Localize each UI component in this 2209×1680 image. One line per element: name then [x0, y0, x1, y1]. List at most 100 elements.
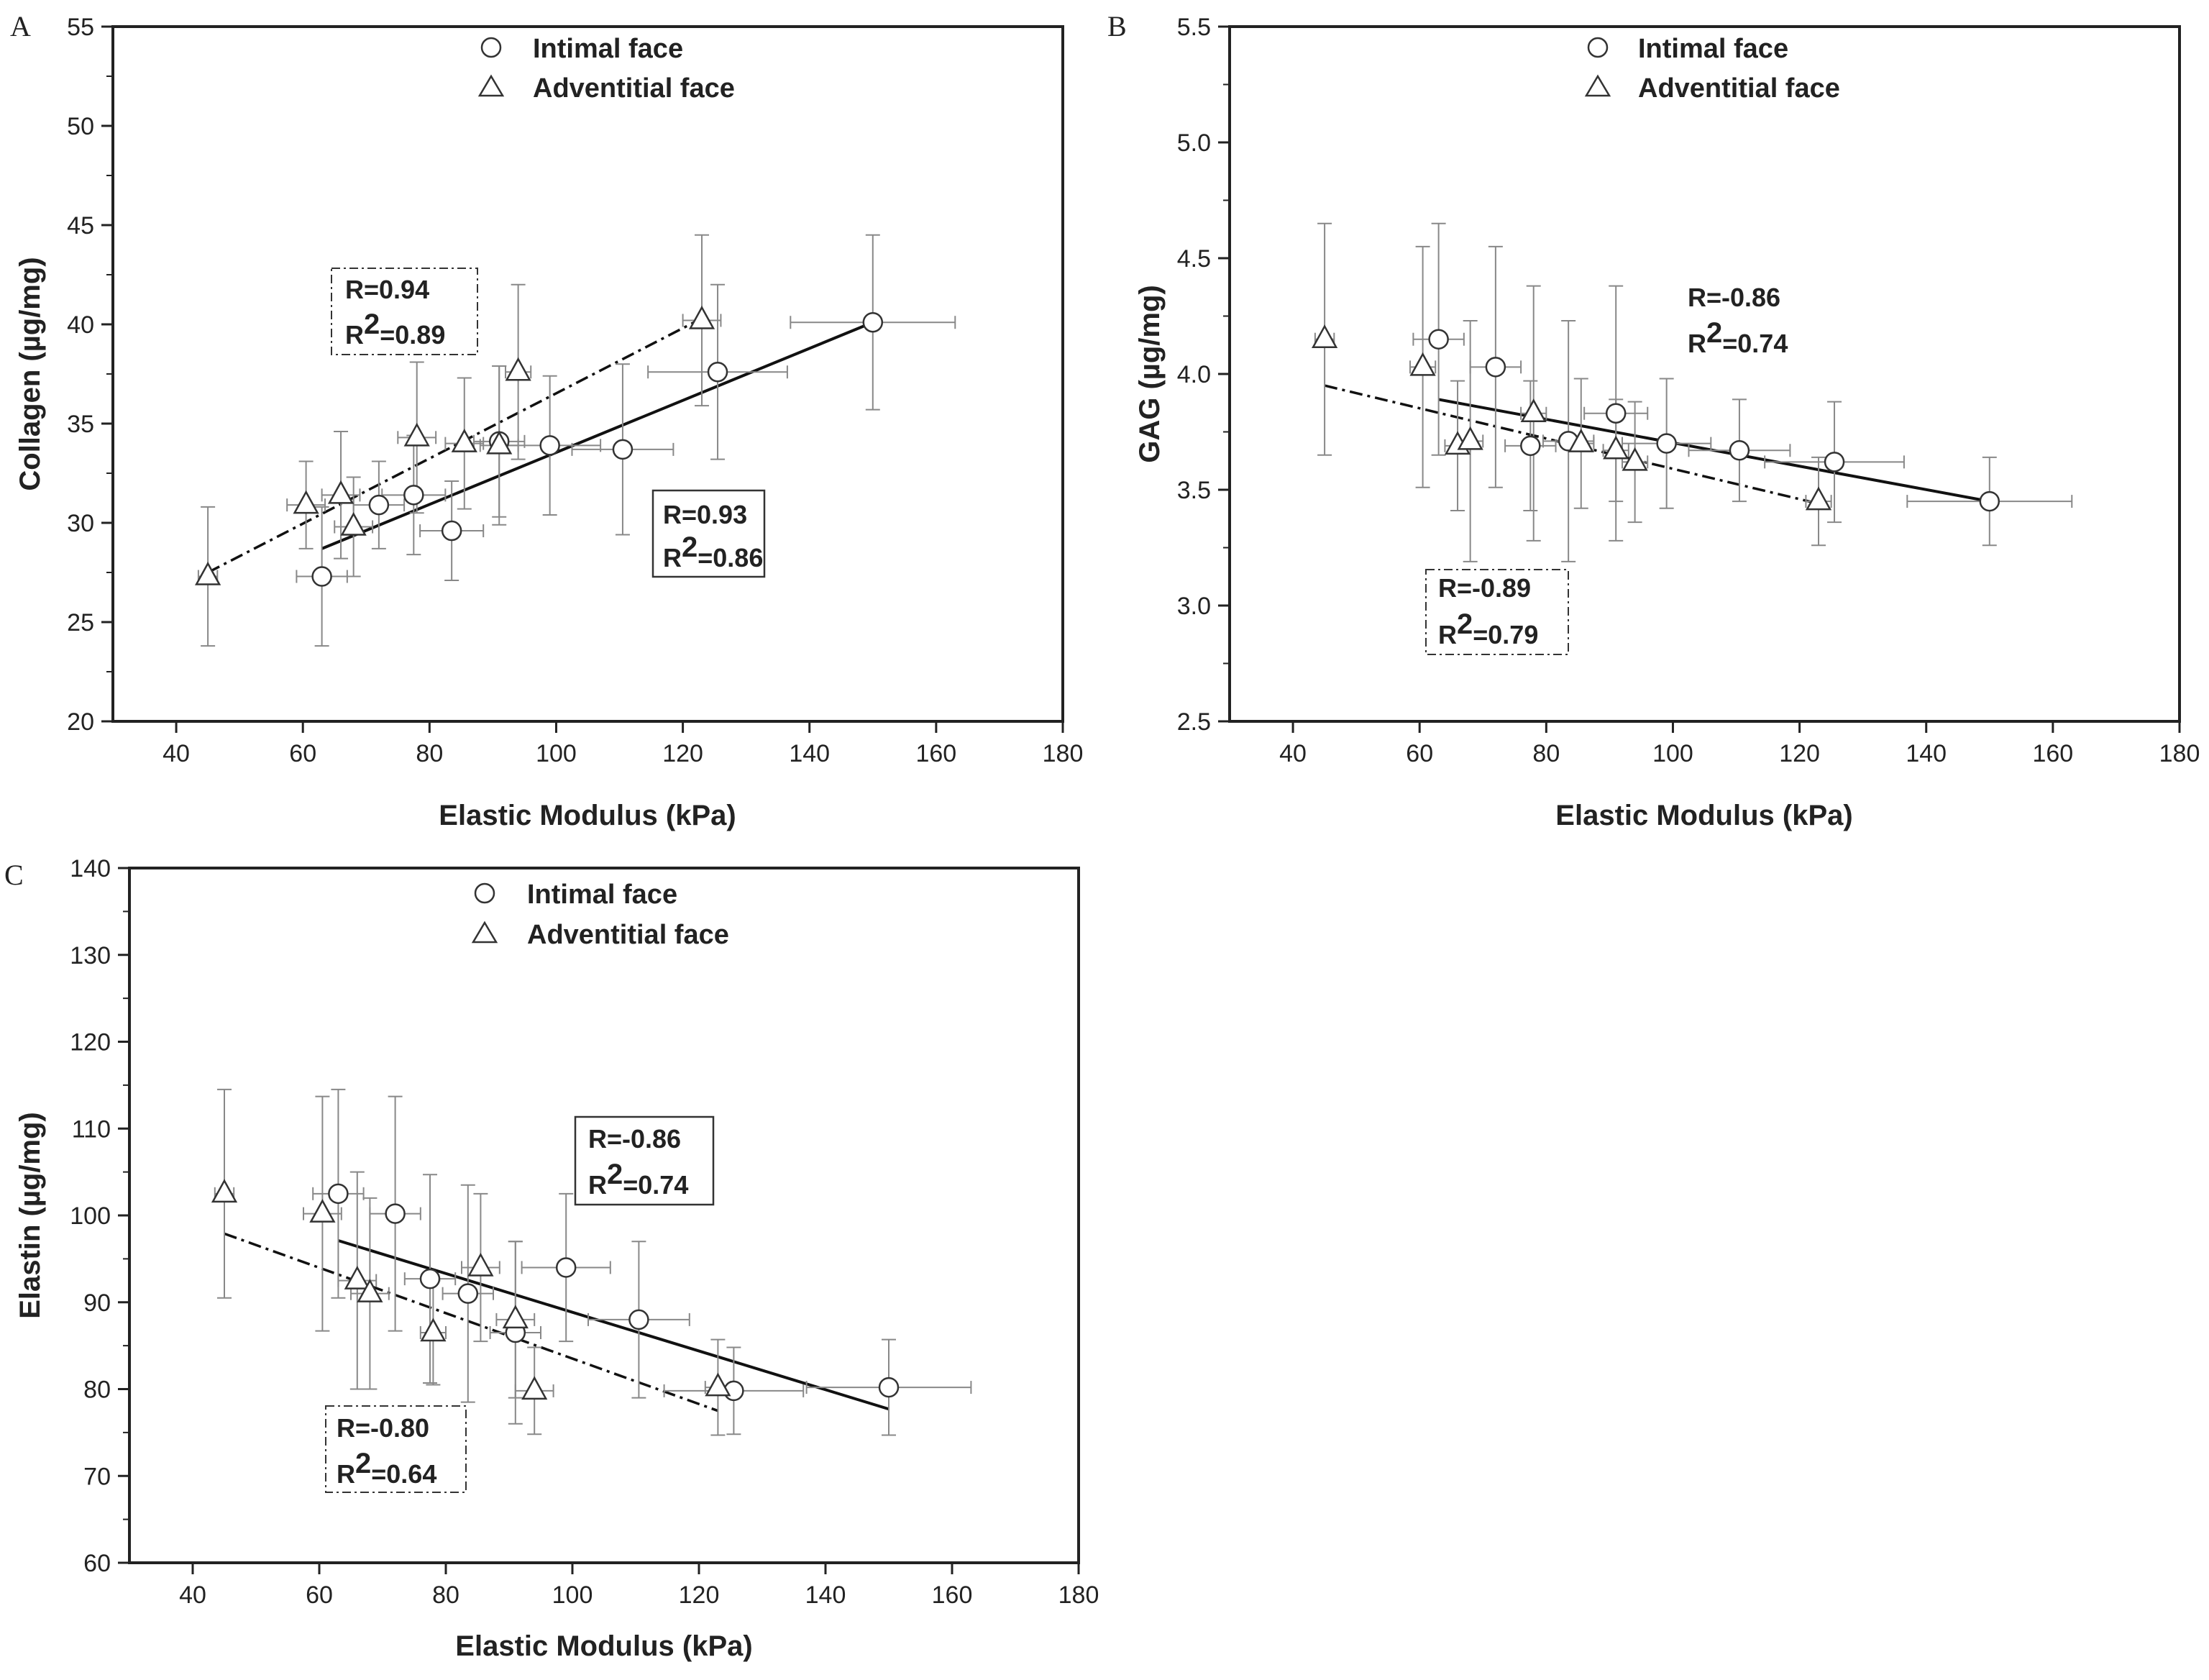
- fit-line-adventitial: [224, 1232, 718, 1412]
- y-tick-label: 120: [70, 1029, 111, 1056]
- legend-triangle-marker: [1584, 74, 1611, 97]
- x-tick-labels: 40 60 80 100 120 140 160 180: [1279, 740, 2200, 767]
- legend: Intimal face Adventitial face: [1584, 34, 1840, 104]
- data-point-adventitial: [194, 561, 221, 585]
- x-tick-label: 40: [1279, 740, 1307, 767]
- data-point-intimal: [539, 435, 560, 456]
- x-tick-label: 180: [1058, 1581, 1099, 1609]
- data-point-intimal: [441, 520, 462, 542]
- x-tick-label: 80: [416, 740, 443, 767]
- axis-ticks: [1218, 25, 2181, 733]
- x-tick-label: 120: [662, 740, 703, 767]
- data-point-intimal: [1520, 435, 1541, 457]
- data-point-adventitial: [1622, 447, 1648, 471]
- annotation-r2: R2=0.64: [337, 1448, 436, 1489]
- x-tick-labels: 40 60 80 100 120 140 160 180: [179, 1581, 1099, 1609]
- data-point-intimal: [311, 566, 332, 587]
- y-tick-label: 4.0: [1177, 361, 1211, 388]
- x-tick-label: 140: [805, 1581, 846, 1609]
- data-point-adventitial: [340, 511, 367, 536]
- data-point-adventitial: [705, 1372, 731, 1397]
- data-point-intimal: [612, 439, 634, 460]
- x-tick-label: 140: [789, 740, 830, 767]
- x-tick-label: 180: [1043, 740, 1084, 767]
- annotation-r: R=-0.89: [1438, 573, 1531, 603]
- annotation-box: [331, 268, 478, 355]
- y-axis-label: Elastin (µg/mg): [14, 1112, 46, 1319]
- y-tick-label: 55: [67, 14, 94, 41]
- y-tick-label: 35: [67, 411, 94, 438]
- x-tick-label: 140: [1906, 740, 1947, 767]
- x-tick-label: 60: [306, 1581, 333, 1609]
- data-point-intimal: [878, 1377, 900, 1398]
- plot-frame: [111, 25, 1064, 723]
- y-tick-labels: 20 25 30 35 40 45 50 55: [67, 14, 94, 736]
- legend-label-adventitial: Adventitial face: [1638, 73, 1840, 104]
- data-point-adventitial: [521, 1376, 548, 1400]
- annotation-intimal: R=0.93 R2=0.86: [651, 489, 766, 578]
- data-point-adventitial: [293, 490, 319, 514]
- data-markers: [1311, 324, 2000, 512]
- data-point-intimal: [1605, 403, 1627, 424]
- legend-label-intimal: Intimal face: [527, 880, 677, 910]
- x-axis-label: Elastic Modulus (kPa): [439, 800, 736, 831]
- x-tick-label: 120: [1779, 740, 1820, 767]
- annotation-r2: R2=0.74: [1688, 317, 1788, 358]
- annotation-adventitial: R=-0.89 R2=0.79: [1425, 569, 1569, 655]
- x-tick-label: 180: [2159, 740, 2200, 767]
- data-point-intimal: [403, 485, 424, 506]
- y-tick-label: 3.0: [1177, 593, 1211, 620]
- panel-label: A: [10, 10, 31, 42]
- legend-label-adventitial: Adventitial face: [527, 920, 729, 950]
- annotation-r: R=0.94: [345, 275, 429, 304]
- y-tick-label: 5.0: [1177, 129, 1211, 157]
- x-tick-label: 120: [679, 1581, 720, 1609]
- data-point-adventitial: [1409, 352, 1436, 376]
- x-tick-label: 100: [1652, 740, 1693, 767]
- annotation-intimal: R=-0.86 R2=0.74: [1677, 273, 1815, 368]
- annotation-box: [325, 1405, 467, 1493]
- y-tick-label: 25: [67, 609, 94, 636]
- data-point-adventitial: [451, 429, 477, 452]
- y-tick-labels: 2.5 3.0 3.5 4.0 4.5 5.0 5.5: [1177, 14, 1211, 736]
- data-point-intimal: [628, 1309, 649, 1330]
- data-point-adventitial: [688, 305, 715, 329]
- y-tick-label: 80: [83, 1377, 111, 1404]
- legend-label-intimal: Intimal face: [1638, 34, 1788, 64]
- data-point-intimal: [555, 1257, 577, 1278]
- annotation-r2: R2=0.79: [1438, 608, 1538, 649]
- legend: Intimal face Adventitial face: [477, 34, 735, 104]
- x-tick-label: 160: [2032, 740, 2073, 767]
- x-tick-label: 40: [179, 1581, 206, 1609]
- annotation-box: [574, 1115, 715, 1206]
- x-tick-label: 60: [289, 740, 316, 767]
- data-point-adventitial: [327, 480, 355, 504]
- annotation-r: R=-0.86: [588, 1124, 681, 1154]
- y-axis-label: GAG (µg/mg): [1134, 285, 1166, 462]
- x-tick-label: 100: [536, 740, 577, 767]
- legend-label-intimal: Intimal face: [533, 34, 683, 64]
- legend-circle-marker: [480, 37, 502, 58]
- panel-c: C 40 60 80 100 120 140 160 180 60 70 80 90 100 110 12…: [4, 855, 1099, 1662]
- annotation-box: [651, 489, 766, 578]
- data-point-adventitial: [505, 357, 531, 381]
- data-point-intimal: [1485, 357, 1506, 378]
- data-point-intimal: [862, 311, 884, 333]
- y-tick-label: 20: [67, 708, 94, 736]
- data-point-intimal: [1656, 433, 1677, 454]
- data-point-intimal: [707, 361, 728, 383]
- y-tick-label: 100: [70, 1202, 111, 1230]
- annotation-r: R=-0.80: [337, 1413, 429, 1443]
- y-tick-label: 3.5: [1177, 477, 1211, 504]
- data-point-intimal: [1428, 329, 1449, 350]
- data-point-adventitial: [403, 422, 430, 447]
- annotation-r2: R2=0.74: [588, 1159, 688, 1200]
- x-tick-label: 160: [915, 740, 956, 767]
- data-point-intimal: [368, 494, 390, 516]
- data-point-adventitial: [211, 1179, 238, 1203]
- legend-label-adventitial: Adventitial face: [533, 73, 735, 104]
- axis-ticks: [101, 25, 1064, 733]
- plot-frame: [128, 867, 1080, 1564]
- y-axis-label: Collagen (µg/mg): [14, 257, 46, 490]
- y-tick-label: 45: [67, 212, 94, 239]
